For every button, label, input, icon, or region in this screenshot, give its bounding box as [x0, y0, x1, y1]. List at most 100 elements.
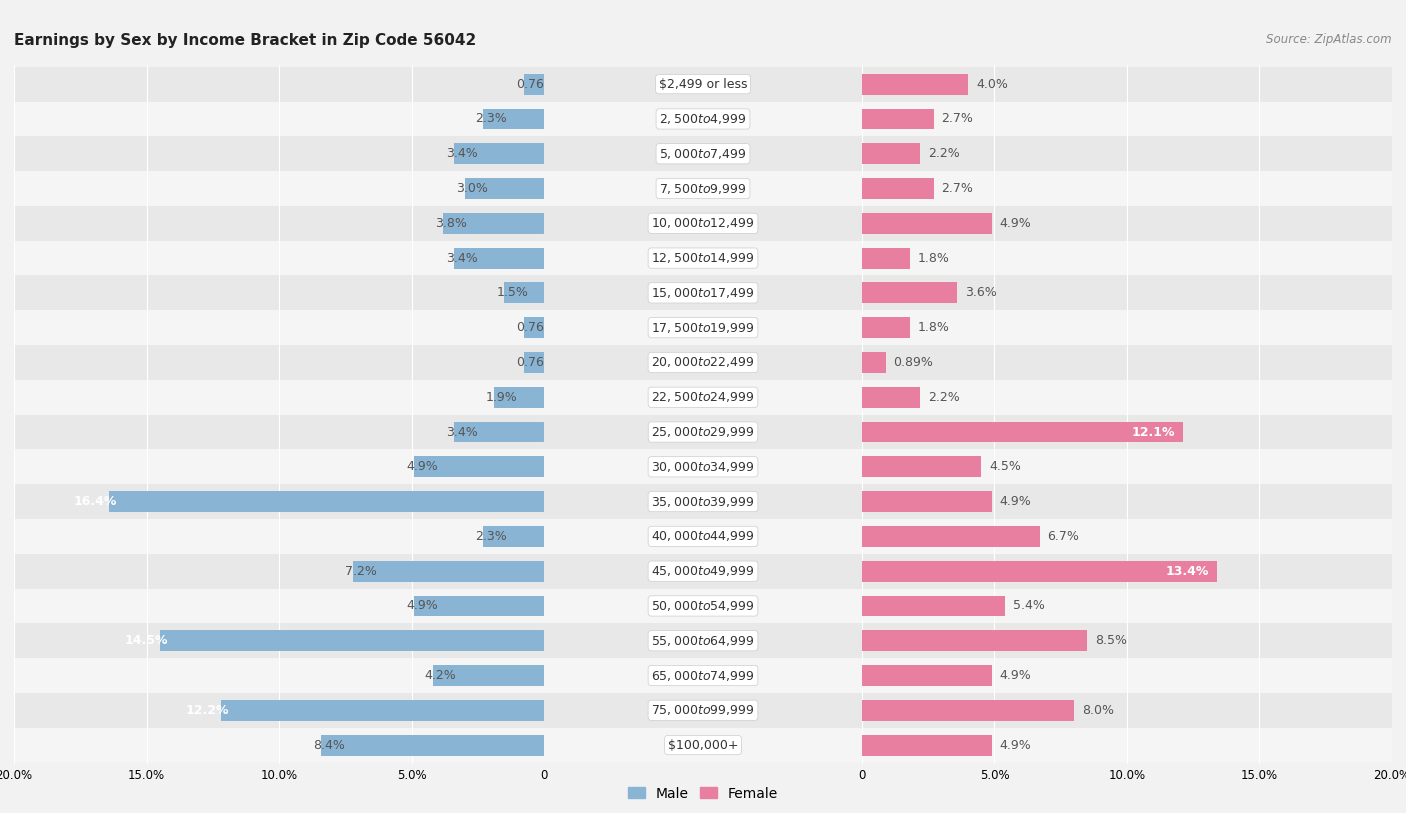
Text: $12,500 to $14,999: $12,500 to $14,999 [651, 251, 755, 265]
Text: 1.8%: 1.8% [918, 321, 949, 334]
Text: $100,000+: $100,000+ [668, 738, 738, 751]
Bar [0, 554, 1406, 589]
Text: $30,000 to $34,999: $30,000 to $34,999 [651, 460, 755, 474]
Bar [0, 311, 1406, 345]
Bar [0, 624, 1406, 659]
Text: $10,000 to $12,499: $10,000 to $12,499 [651, 216, 755, 230]
Text: $2,500 to $4,999: $2,500 to $4,999 [659, 112, 747, 126]
Text: 1.8%: 1.8% [918, 251, 949, 264]
Text: 4.9%: 4.9% [1000, 495, 1032, 508]
Bar [0, 345, 1406, 380]
Bar [0, 450, 1406, 485]
Bar [0, 345, 1406, 380]
Text: 5.4%: 5.4% [1012, 599, 1045, 612]
Text: $20,000 to $22,499: $20,000 to $22,499 [651, 355, 755, 369]
Bar [454, 248, 544, 268]
Bar [0, 171, 1406, 206]
Text: 7.2%: 7.2% [346, 565, 377, 578]
Text: 2.3%: 2.3% [475, 530, 508, 543]
Text: 3.0%: 3.0% [457, 182, 488, 195]
Bar [0, 171, 1406, 206]
Bar [862, 456, 981, 477]
Bar [0, 728, 1406, 763]
Bar [0, 485, 1406, 519]
Text: 4.9%: 4.9% [1000, 217, 1032, 230]
Bar [0, 519, 1406, 554]
Bar [862, 700, 1074, 721]
Bar [0, 693, 1406, 728]
Bar [0, 554, 1406, 589]
Text: 3.8%: 3.8% [436, 217, 467, 230]
Bar [484, 108, 544, 129]
Text: 2.7%: 2.7% [942, 112, 973, 125]
Text: 12.2%: 12.2% [186, 704, 229, 717]
Bar [0, 67, 1406, 102]
Text: 1.5%: 1.5% [496, 286, 529, 299]
Text: 0.76%: 0.76% [516, 78, 555, 91]
Text: $5,000 to $7,499: $5,000 to $7,499 [659, 146, 747, 161]
Text: 8.5%: 8.5% [1095, 634, 1128, 647]
Text: 12.1%: 12.1% [1132, 425, 1174, 438]
Text: 2.3%: 2.3% [475, 112, 508, 125]
Bar [524, 74, 544, 94]
Bar [454, 143, 544, 164]
Text: 3.4%: 3.4% [446, 147, 478, 160]
Text: 0.89%: 0.89% [894, 356, 934, 369]
Bar [862, 595, 1005, 616]
Bar [0, 728, 1406, 763]
Bar [862, 74, 967, 94]
Bar [443, 213, 544, 234]
Bar [433, 665, 544, 686]
Bar [524, 317, 544, 338]
Text: $2,499 or less: $2,499 or less [659, 78, 747, 91]
Bar [221, 700, 544, 721]
Bar [862, 630, 1087, 651]
Bar [862, 282, 957, 303]
Bar [0, 728, 1406, 763]
Text: $40,000 to $44,999: $40,000 to $44,999 [651, 529, 755, 543]
Bar [0, 380, 1406, 415]
Bar [160, 630, 544, 651]
Bar [862, 422, 1182, 442]
Text: 3.6%: 3.6% [966, 286, 997, 299]
Text: $15,000 to $17,499: $15,000 to $17,499 [651, 286, 755, 300]
Bar [0, 415, 1406, 450]
Text: Earnings by Sex by Income Bracket in Zip Code 56042: Earnings by Sex by Income Bracket in Zip… [14, 33, 477, 47]
Bar [0, 380, 1406, 415]
Bar [0, 67, 1406, 102]
Legend: Male, Female: Male, Female [623, 781, 783, 806]
Text: 8.0%: 8.0% [1083, 704, 1114, 717]
Bar [353, 561, 544, 581]
Text: 4.9%: 4.9% [1000, 669, 1032, 682]
Text: Source: ZipAtlas.com: Source: ZipAtlas.com [1267, 33, 1392, 46]
Bar [505, 282, 544, 303]
Bar [862, 317, 910, 338]
Bar [0, 171, 1406, 206]
Text: 3.4%: 3.4% [446, 425, 478, 438]
Text: 4.2%: 4.2% [425, 669, 457, 682]
Bar [0, 589, 1406, 624]
Bar [862, 491, 991, 512]
Bar [0, 276, 1406, 311]
Text: $55,000 to $64,999: $55,000 to $64,999 [651, 633, 755, 648]
Text: $17,500 to $19,999: $17,500 to $19,999 [651, 320, 755, 335]
Bar [0, 67, 1406, 102]
Bar [0, 137, 1406, 171]
Bar [0, 624, 1406, 659]
Text: 13.4%: 13.4% [1166, 565, 1209, 578]
Bar [0, 137, 1406, 171]
Bar [0, 206, 1406, 241]
Bar [484, 526, 544, 547]
Text: 0.76%: 0.76% [516, 321, 555, 334]
Text: $35,000 to $39,999: $35,000 to $39,999 [651, 494, 755, 509]
Bar [524, 352, 544, 373]
Bar [862, 735, 991, 755]
Bar [862, 665, 991, 686]
Bar [0, 554, 1406, 589]
Text: 4.5%: 4.5% [990, 460, 1021, 473]
Bar [0, 102, 1406, 137]
Bar [862, 526, 1039, 547]
Bar [0, 415, 1406, 450]
Bar [454, 422, 544, 442]
Bar [862, 387, 921, 407]
